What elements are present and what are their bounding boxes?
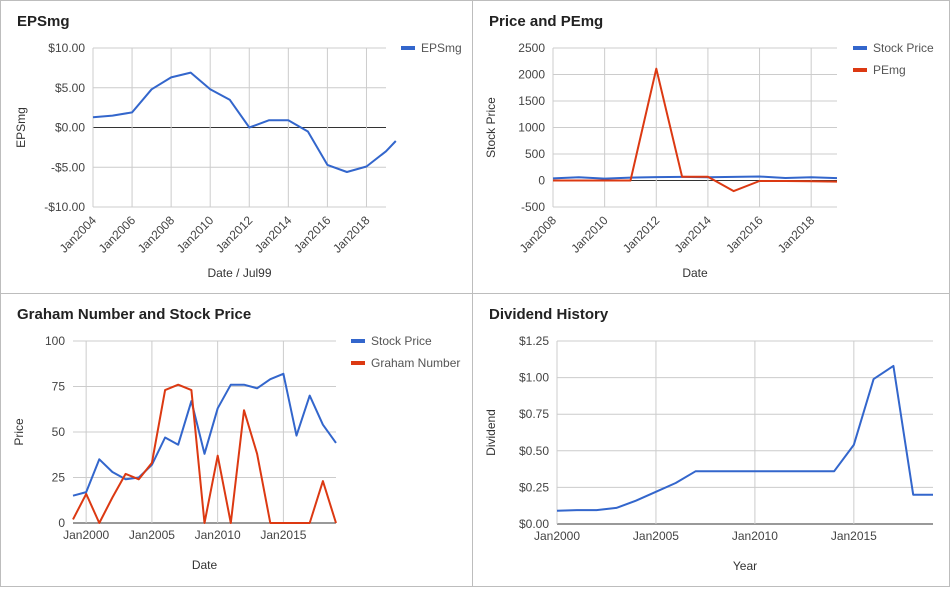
series-line-stock-price (72, 372, 337, 497)
epsmg-chart: $10.00$5.00$0.00-$5.00-$10.00Jan2004Jan2… (14, 41, 462, 280)
y-tick-label: 500 (525, 147, 545, 161)
x-axis-title: Date / Jul99 (207, 266, 271, 280)
x-tick-label: Jan2014 (672, 213, 715, 256)
x-tick-label: Jan2006 (96, 213, 139, 256)
y-axis-title: Price (12, 418, 26, 446)
legend-label: Stock Price (371, 334, 432, 348)
legend-swatch (401, 46, 415, 50)
x-tick-label: Jan2010 (732, 529, 778, 543)
chart-title: Graham Number and Stock Price (17, 306, 252, 323)
x-tick-label: Jan2012 (620, 213, 663, 256)
y-axis-title: EPSmg (14, 107, 28, 148)
x-tick-label: Jan2016 (291, 213, 334, 256)
legend-label: Stock Price (873, 41, 934, 55)
x-tick-label: Jan2005 (129, 528, 175, 542)
y-tick-label: 2000 (518, 68, 545, 82)
x-tick-label: Jan2000 (63, 528, 109, 542)
y-tick-label: $0.00 (519, 517, 549, 531)
series-line-dividend (556, 364, 933, 512)
x-tick-label: Jan2015 (260, 528, 306, 542)
y-tick-label: $0.50 (519, 444, 549, 458)
y-tick-label: $1.25 (519, 334, 549, 348)
y-tick-label: 100 (45, 334, 65, 348)
dividend-history-chart-panel: $1.25 $1.00 $0.75 $0.50 $0.25 $0.00 Jan2000 Jan… (472, 293, 950, 587)
y-tick-label: 2500 (518, 41, 545, 55)
y-tick-label: $0.25 (519, 480, 549, 494)
x-tick-label: Jan2004 (57, 213, 100, 256)
price-pemg-chart-panel: 2500 2000 1500 1000 500 0 -500 Jan2008 Jan2010 Ja… (472, 0, 950, 294)
y-tick-label: $0.75 (519, 407, 549, 421)
y-tick-label: -500 (521, 200, 545, 214)
x-tick-label: Jan2012 (213, 213, 256, 256)
x-tick-label: Jan2018 (330, 213, 373, 256)
epsmg-chart-panel: $10.00 $5.00 $0.00 -$5.00 -$10.00 Jan2004 Jan2… (0, 0, 473, 294)
x-tick-label: Jan2010 (195, 528, 241, 542)
legend-label: PEmg (873, 63, 906, 77)
x-tick-label: Jan2014 (252, 213, 295, 256)
x-tick-label: Jan2008 (135, 213, 178, 256)
y-tick-label: 0 (58, 516, 65, 530)
y-axis-title: Stock Price (484, 97, 498, 158)
legend-label: EPSmg (421, 41, 462, 55)
y-tick-label: -$10.00 (44, 200, 85, 214)
x-tick-label: Jan2008 (517, 213, 560, 256)
x-tick-label: Jan2018 (775, 213, 818, 256)
y-axis-title: Dividend (484, 409, 498, 456)
y-tick-label: -$5.00 (51, 160, 85, 174)
x-tick-label: Jan2010 (174, 213, 217, 256)
x-tick-label: Jan2000 (534, 529, 580, 543)
y-tick-label: 0 (538, 174, 545, 188)
chart-title: EPSmg (17, 13, 70, 30)
x-axis-title: Date (682, 266, 708, 280)
y-tick-label: $0.00 (55, 121, 85, 135)
x-tick-label: Jan2010 (568, 213, 611, 256)
x-tick-label: Jan2015 (831, 529, 877, 543)
series-line-graham-number (72, 383, 337, 524)
x-tick-label: Jan2005 (633, 529, 679, 543)
series-line-epsmg (92, 71, 397, 173)
y-tick-label: $1.00 (519, 371, 549, 385)
legend-swatch (853, 46, 867, 50)
y-tick-label: 25 (52, 471, 66, 485)
x-tick-label: Jan2016 (723, 213, 766, 256)
y-tick-label: 75 (52, 380, 66, 394)
chart-title: Price and PEmg (489, 13, 604, 30)
legend-swatch (853, 68, 867, 72)
graham-number-chart-panel: 100 75 50 25 0 Jan2000 Jan2005 Jan2010 Jan2015 Da… (0, 293, 473, 587)
x-axis-title: Date (192, 558, 218, 572)
y-tick-label: 50 (52, 425, 66, 439)
series-line-pemg (553, 67, 838, 193)
legend-label: Graham Number (371, 356, 460, 370)
chart-title: Dividend History (489, 306, 609, 323)
y-tick-label: 1000 (518, 121, 545, 135)
y-tick-label: $5.00 (55, 81, 85, 95)
y-tick-label: $10.00 (48, 41, 85, 55)
x-axis-title: Year (733, 559, 757, 573)
y-tick-label: 1500 (518, 94, 545, 108)
legend-swatch (351, 339, 365, 343)
legend-swatch (351, 361, 365, 365)
